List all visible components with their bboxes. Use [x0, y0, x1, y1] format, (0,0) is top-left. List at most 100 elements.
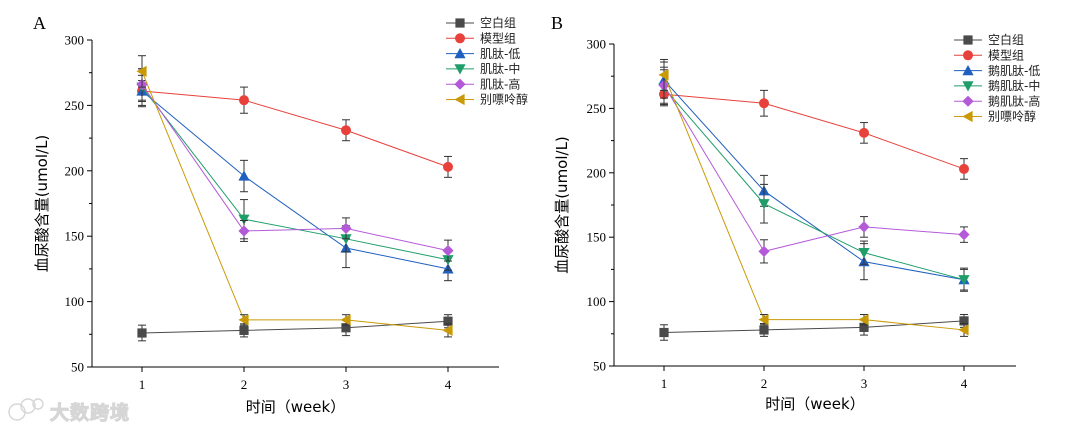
- x-tick-label: 1: [661, 376, 668, 391]
- data-point: [136, 65, 147, 77]
- chart-panel-b: B 50 100 150 200 250 300 1 2 3 4 时间（week） 血尿酸含量(umol…: [551, 13, 1040, 413]
- series-鹅肌肽-中: [658, 69, 970, 291]
- series-空白组: [137, 314, 453, 342]
- y-tick-label: 150: [587, 230, 607, 245]
- series-别嘌呤醇: [136, 55, 453, 338]
- data-point: [443, 161, 453, 172]
- data-point: [341, 323, 351, 333]
- legend-marker: [963, 50, 973, 61]
- data-point: [239, 95, 249, 106]
- legend-marker: [454, 78, 466, 90]
- series-line: [663, 320, 965, 334]
- data-point: [758, 199, 770, 210]
- legend-label: 鹅肌肽-低: [988, 63, 1040, 78]
- y-tick-label: 150: [65, 229, 85, 244]
- data-point: [959, 163, 969, 174]
- series-鹅肌肽-高: [658, 66, 970, 264]
- data-point: [758, 314, 769, 326]
- legend-label: 模型组: [480, 32, 516, 46]
- legend-label: 肌肽-高: [480, 76, 520, 91]
- series-line: [141, 320, 449, 334]
- series-line: [141, 71, 449, 331]
- series-模型组: [137, 80, 453, 178]
- legend-label: 空白组: [480, 15, 516, 30]
- watermark-logo-icon: [8, 398, 44, 421]
- data-point: [340, 234, 352, 245]
- legend-marker: [455, 18, 465, 28]
- data-point: [341, 125, 351, 136]
- legend-label: 别嘌呤醇: [480, 92, 528, 107]
- series-模型组: [659, 83, 969, 180]
- series-肌肽-高: [136, 68, 454, 262]
- series-肌肽-中: [136, 68, 454, 271]
- legend-marker: [962, 81, 974, 92]
- y-axis-title: 血尿酸含量(umol/L): [33, 135, 51, 273]
- data-point: [238, 170, 250, 181]
- legend-label: 鹅肌肽-高: [988, 93, 1040, 108]
- series-line: [663, 93, 965, 170]
- data-point: [442, 244, 454, 257]
- series-line: [663, 84, 965, 252]
- data-point: [443, 316, 453, 326]
- data-point: [859, 322, 869, 332]
- series-肌肽-低: [136, 74, 454, 282]
- panel-letter: A: [33, 13, 46, 33]
- series-line: [141, 86, 449, 261]
- x-tick-label: 1: [139, 377, 146, 392]
- legend-marker: [962, 110, 973, 123]
- data-point: [958, 229, 970, 241]
- data-point: [340, 222, 352, 234]
- data-point: [659, 327, 669, 338]
- y-tick-label: 50: [593, 359, 606, 374]
- y-tick-label: 100: [587, 294, 607, 309]
- legend-label: 肌肽-中: [480, 61, 520, 76]
- y-tick-label: 100: [65, 294, 85, 309]
- chart-panel-a: A 50 100 150 200 250 300 1 2 3 4 时间（week） 血尿酸含量(umol…: [33, 13, 528, 416]
- y-tick-label: 250: [587, 101, 607, 116]
- watermark: 大数跨境: [8, 398, 130, 425]
- legend-marker: [962, 65, 974, 76]
- x-tick-label: 4: [445, 377, 452, 392]
- x-tick-label: 2: [761, 376, 768, 391]
- y-axis-title: 血尿酸含量(umol/L): [553, 136, 571, 274]
- data-point: [859, 127, 869, 138]
- y-tick-label: 300: [587, 37, 607, 52]
- y-tick-label: 50: [71, 360, 84, 375]
- series-别嘌呤醇: [658, 58, 969, 337]
- data-point: [959, 316, 969, 326]
- data-point: [239, 325, 249, 335]
- watermark-text: 大数跨境: [50, 401, 130, 424]
- x-tick-label: 3: [861, 376, 868, 391]
- x-tick-label: 4: [961, 376, 968, 391]
- series-line: [141, 84, 449, 252]
- x-tick-label: 2: [241, 377, 248, 392]
- data-point: [759, 98, 769, 109]
- data-point: [858, 248, 870, 259]
- data-point: [858, 221, 870, 233]
- data-point: [238, 225, 250, 237]
- y-tick-label: 200: [65, 163, 85, 178]
- data-point: [137, 328, 147, 338]
- data-point: [958, 275, 970, 286]
- y-tick-label: 250: [65, 98, 85, 113]
- series-line: [141, 90, 449, 270]
- data-point: [658, 69, 669, 81]
- legend-label: 模型组: [988, 49, 1024, 63]
- legend-label: 空白组: [988, 32, 1024, 47]
- x-tick-label: 3: [343, 377, 350, 392]
- legend-marker: [963, 35, 973, 45]
- data-point: [759, 325, 769, 335]
- series-空白组: [659, 313, 969, 341]
- y-tick-label: 200: [587, 165, 607, 180]
- data-point: [238, 314, 249, 326]
- legend-marker: [962, 95, 974, 107]
- data-point: [758, 245, 770, 257]
- panel-letter: B: [551, 13, 563, 33]
- series-line: [663, 74, 965, 331]
- data-point: [442, 324, 453, 336]
- legend-marker: [455, 33, 465, 44]
- series-line: [663, 87, 965, 281]
- legend-label: 别嘌呤醇: [988, 109, 1036, 124]
